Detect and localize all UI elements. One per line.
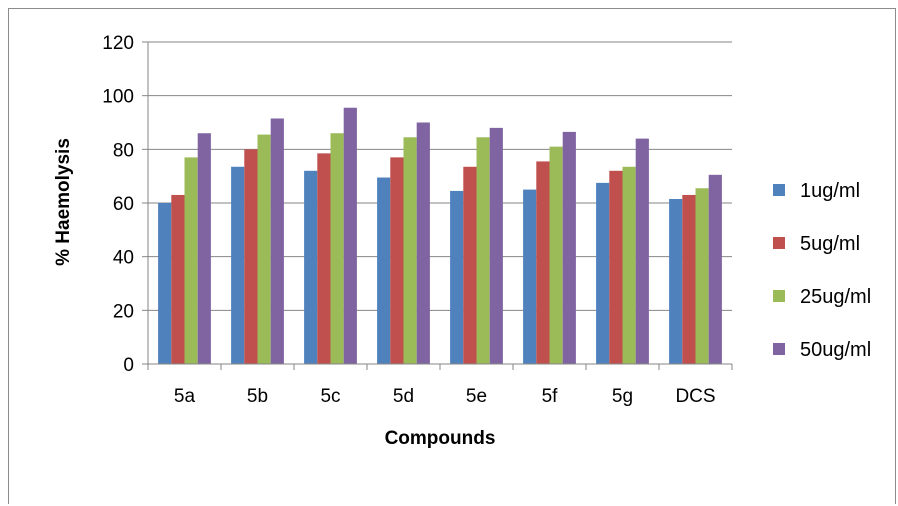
bar-5a-50ug/ml (197, 133, 211, 364)
legend-swatch (773, 343, 785, 355)
bar-5b-5ug/ml (244, 149, 258, 364)
bar-5c-25ug/ml (330, 133, 344, 364)
bar-5a-1ug/ml (158, 203, 172, 364)
bar-5f-50ug/ml (562, 131, 576, 364)
bar-5c-1ug/ml (304, 170, 318, 364)
bar-5d-25ug/ml (403, 137, 417, 364)
bar-5d-1ug/ml (377, 177, 391, 364)
x-tick-label: 5c (320, 386, 340, 407)
bar-5g-1ug/ml (596, 182, 610, 364)
bar-5b-25ug/ml (257, 134, 271, 364)
y-tick-label: 100 (102, 87, 134, 108)
bar-5e-25ug/ml (476, 137, 490, 364)
x-tick-label: DCS (675, 386, 715, 407)
legend-swatch (773, 184, 785, 196)
y-tick-label: 0 (123, 355, 134, 376)
legend-swatch (773, 290, 785, 302)
x-tick-labels: 5a 5b 5c 5d 5e 5f 5g DCS (174, 386, 716, 407)
y-axis-title: % Haemolysis (53, 138, 74, 266)
bar-DCS-25ug/ml (695, 188, 709, 364)
bar-5g-5ug/ml (609, 170, 623, 364)
y-tick-label: 40 (113, 248, 134, 269)
y-tick-labels: 0 20 40 60 80 100 120 (102, 33, 134, 376)
bar-5e-5ug/ml (463, 166, 477, 364)
x-tick-label: 5b (247, 386, 268, 407)
x-tick-label: 5d (393, 386, 414, 407)
bar-5g-25ug/ml (622, 166, 636, 364)
chart-frame (8, 8, 896, 504)
legend-label: 25ug/ml (800, 286, 871, 308)
x-tick-label: 5f (542, 386, 559, 407)
bar-DCS-5ug/ml (682, 194, 696, 364)
bar-5d-50ug/ml (416, 122, 430, 364)
y-tick-label: 60 (113, 194, 134, 215)
x-tick-label: 5e (466, 386, 487, 407)
bar-5f-25ug/ml (549, 146, 563, 364)
bar-5f-5ug/ml (536, 161, 550, 364)
axes (147, 42, 732, 365)
x-tick-label: 5g (612, 386, 633, 407)
bars (158, 107, 722, 364)
bar-DCS-50ug/ml (708, 174, 722, 364)
bar-5c-50ug/ml (343, 107, 357, 364)
legend-label: 5ug/ml (800, 233, 860, 255)
bar-5f-1ug/ml (523, 189, 537, 364)
bar-5b-50ug/ml (270, 118, 284, 364)
bar-5e-50ug/ml (489, 127, 503, 364)
y-tick-label: 80 (113, 140, 134, 161)
legend-label: 1ug/ml (800, 180, 860, 202)
y-tick-label: 20 (113, 301, 134, 322)
bar-5g-50ug/ml (635, 138, 649, 364)
bar-5c-5ug/ml (317, 153, 331, 364)
x-axis-title: Compounds (385, 428, 496, 449)
bar-5b-1ug/ml (231, 166, 245, 364)
legend: 1ug/ml 5ug/ml 25ug/ml 50ug/ml (773, 180, 871, 361)
legend-label: 50ug/ml (800, 339, 871, 361)
bar-5a-25ug/ml (184, 157, 198, 364)
bar-5a-5ug/ml (171, 194, 185, 364)
legend-swatch (773, 237, 785, 249)
x-tick-label: 5a (174, 386, 196, 407)
bar-5e-1ug/ml (450, 190, 464, 364)
bar-5d-5ug/ml (390, 157, 404, 364)
y-tick-label: 120 (102, 33, 134, 54)
bar-DCS-1ug/ml (669, 198, 683, 364)
